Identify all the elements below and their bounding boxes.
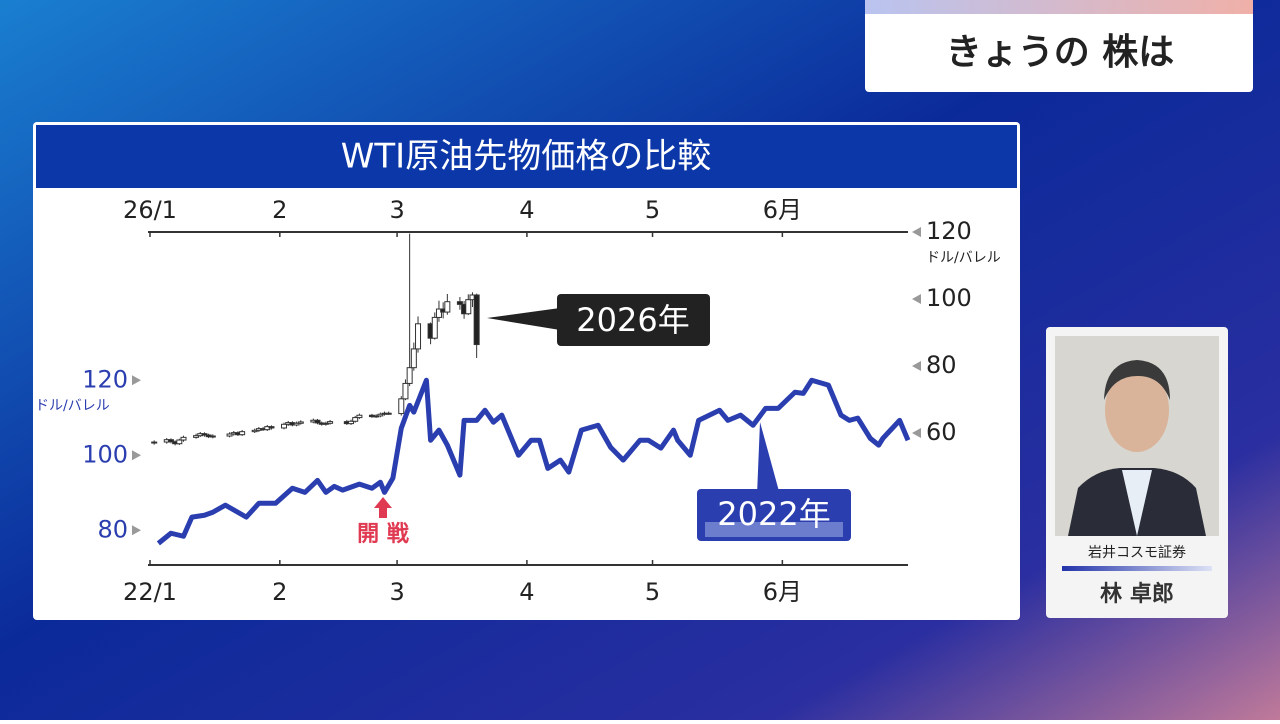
candle-body bbox=[281, 423, 288, 429]
x-tick-label: 6月 bbox=[763, 578, 802, 606]
y-tick-label: 80 bbox=[926, 351, 957, 379]
pointer-2022 bbox=[757, 422, 780, 495]
candle-body bbox=[251, 429, 258, 433]
header-box bbox=[865, 0, 1253, 92]
candle-body bbox=[293, 422, 300, 426]
candle-body bbox=[226, 433, 233, 437]
event-arrow bbox=[374, 497, 392, 518]
candle-body bbox=[297, 421, 304, 424]
candle-body bbox=[356, 414, 363, 419]
y-tick bbox=[132, 375, 141, 386]
candle-body bbox=[193, 435, 200, 438]
y-tick bbox=[132, 525, 141, 536]
x-tick-label: 5 bbox=[645, 196, 660, 224]
candle-body bbox=[209, 435, 216, 438]
y-tick-label: 80 bbox=[97, 515, 128, 543]
candle-body bbox=[239, 431, 246, 436]
candle-body bbox=[176, 439, 183, 445]
person-rule bbox=[1062, 566, 1212, 571]
y-tick-label: 60 bbox=[926, 418, 957, 446]
candle-body bbox=[314, 419, 321, 424]
candle-body bbox=[327, 421, 334, 424]
x-tick-label: 2 bbox=[272, 196, 287, 224]
series-label-2026: 2026年 bbox=[576, 301, 689, 339]
x-tick-label: 26/1 bbox=[123, 196, 177, 224]
candle-body bbox=[385, 412, 392, 415]
x-tick-label: 22/1 bbox=[123, 578, 177, 606]
x-tick-label: 3 bbox=[389, 196, 404, 224]
y-tick-label: 100 bbox=[926, 284, 972, 312]
x-tick-label: 6月 bbox=[763, 196, 802, 224]
event-label: 開 戦 bbox=[357, 522, 410, 547]
candle-body bbox=[465, 299, 472, 315]
y-axis-label: ドル/バレル bbox=[926, 250, 1001, 266]
candle-body bbox=[402, 382, 409, 400]
y-tick bbox=[912, 361, 921, 371]
x-tick-label: 3 bbox=[389, 578, 404, 606]
label-box-highlight bbox=[705, 522, 843, 537]
candle-body bbox=[151, 441, 158, 444]
candle-body bbox=[473, 294, 480, 346]
y-tick bbox=[912, 428, 921, 438]
candle-body bbox=[201, 433, 208, 436]
y-tick bbox=[912, 227, 921, 237]
candle-body bbox=[167, 439, 174, 443]
y-tick-label: 120 bbox=[926, 217, 972, 245]
candle-body bbox=[322, 422, 329, 425]
candle-body bbox=[406, 367, 413, 384]
header-strip bbox=[865, 0, 1253, 14]
candle-body bbox=[348, 420, 355, 425]
y-tick bbox=[132, 450, 141, 461]
plot: 26/1 2 3 4 5 6月 60 80 100 120 ドル/バレル 22/1 2 3 4 5 6月 80 10… bbox=[35, 196, 1001, 606]
candle-body bbox=[431, 316, 438, 339]
person-company: 岩井コスモ証券 bbox=[1088, 545, 1186, 561]
header-title: きょうの 株は bbox=[946, 32, 1175, 73]
candle-body bbox=[180, 436, 187, 441]
label-box-2026 bbox=[557, 294, 710, 346]
x-tick-label: 2 bbox=[272, 578, 287, 606]
x-tick-label: 5 bbox=[645, 578, 660, 606]
line-series bbox=[156, 377, 911, 546]
candle-body bbox=[398, 398, 405, 415]
pointer-2026 bbox=[487, 308, 560, 330]
chart-title: WTI原油先物価格の比較 bbox=[341, 137, 711, 177]
y-tick bbox=[912, 294, 921, 304]
candle-body bbox=[410, 348, 417, 369]
series-label-2022: 2022年 bbox=[717, 495, 830, 533]
person-shirt bbox=[1122, 470, 1152, 536]
candle-body bbox=[373, 415, 380, 418]
candle-body bbox=[415, 323, 422, 350]
candle-body bbox=[377, 413, 384, 417]
person-hair bbox=[1104, 360, 1170, 400]
candle-body bbox=[352, 417, 359, 422]
candle-body bbox=[444, 301, 451, 313]
chart-title-bar bbox=[36, 125, 1017, 188]
person-face bbox=[1105, 368, 1169, 452]
x-tick-label: 4 bbox=[519, 196, 534, 224]
candle-body bbox=[435, 308, 442, 318]
person-name: 林 卓郎 bbox=[1100, 581, 1174, 607]
x-tick-label: 4 bbox=[519, 578, 534, 606]
y-tick-label: 100 bbox=[82, 440, 128, 468]
candle-body bbox=[268, 426, 275, 429]
y-tick-label: 120 bbox=[82, 365, 128, 393]
candle-body bbox=[456, 301, 463, 305]
y-axis-label: ドル/バレル bbox=[35, 398, 110, 414]
